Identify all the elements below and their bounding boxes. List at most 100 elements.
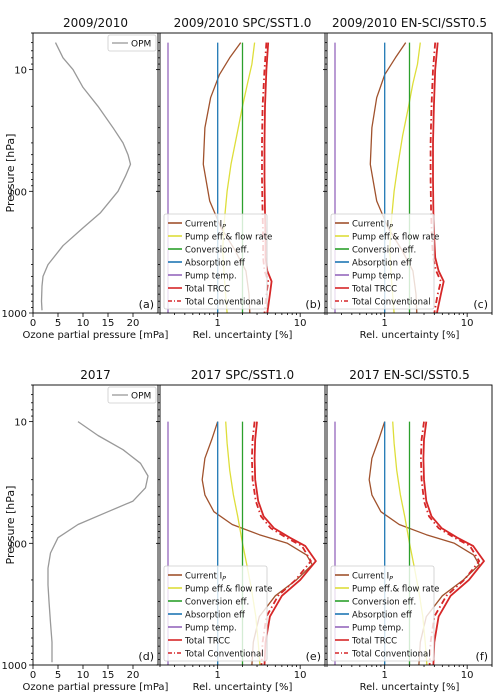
legend-label: Total TRCC xyxy=(184,285,230,295)
legend-label: Pump eff.& flow rate xyxy=(352,233,439,243)
y-tick-label: 100 xyxy=(8,187,27,198)
legend-label: OPM xyxy=(131,392,151,402)
legend-box xyxy=(107,34,157,52)
y-tick-label: 1000 xyxy=(2,661,27,672)
y-tick-label: 10 xyxy=(14,418,27,429)
legend-label: Conversion eff. xyxy=(185,598,249,608)
legend-label: Current IP xyxy=(352,572,393,583)
y-tick-label: 10 xyxy=(14,66,27,77)
panel-label: (a) xyxy=(139,298,154,311)
chart-title: 2009/2010 xyxy=(63,16,128,30)
x-tick-label: 20 xyxy=(127,670,140,681)
series-line-total-conventional xyxy=(419,421,481,665)
x-tick-label: 0 xyxy=(30,318,36,329)
y-axis-label: Pressure [hPa] xyxy=(4,134,17,213)
x-tick-label: 10 xyxy=(294,318,307,329)
legend-label: Pump eff.& flow rate xyxy=(185,585,272,595)
legend-label: Total Conventional xyxy=(351,298,431,308)
legend-label: OPM xyxy=(131,40,151,50)
x-tick-label: 5 xyxy=(55,318,61,329)
chart-title: 2017 xyxy=(80,368,111,382)
series-line-total-conventional xyxy=(429,42,442,313)
x-tick-label: 15 xyxy=(102,318,115,329)
chart-title: 2017 EN-SCI/SST0.5 xyxy=(349,368,469,382)
y-axis-label: Pressure [hPa] xyxy=(4,486,17,565)
legend-label: Pump temp. xyxy=(352,272,404,282)
x-axis-label: Rel. uncertainty [%] xyxy=(193,330,293,341)
legend-label: Total TRCC xyxy=(184,637,230,647)
chart-panel-d: 2017 10 100 1000 Pressure [hPa] 0 5 10 15 20Ozone… xyxy=(2,368,169,693)
legend-label: Pump temp. xyxy=(185,624,237,634)
series-line-total-trcc xyxy=(432,42,445,313)
x-axis-label: Ozone partial pressure [mPa] xyxy=(23,682,169,693)
legend-label: Pump temp. xyxy=(185,272,237,282)
legend-label: Current IP xyxy=(185,220,226,231)
chart-title: 2017 SPC/SST1.0 xyxy=(191,368,294,382)
series-line-total-conventional xyxy=(250,421,312,665)
legend-label: Absorption eff xyxy=(185,259,246,269)
legend-label: Pump eff.& flow rate xyxy=(352,585,439,595)
legend-label: Current IP xyxy=(185,572,226,583)
series-line-opm xyxy=(47,421,149,663)
legend-box xyxy=(330,565,435,662)
legend-label: Total Conventional xyxy=(184,298,264,308)
x-tick-label: 10 xyxy=(77,318,90,329)
x-axis-label: Ozone partial pressure [mPa] xyxy=(23,330,169,341)
x-tick-label: 20 xyxy=(127,318,140,329)
series-group xyxy=(40,42,132,311)
series-line-total-trcc xyxy=(422,421,485,665)
legend-label: Conversion eff. xyxy=(352,246,416,256)
legend-label: Total TRCC xyxy=(351,285,397,295)
panel-label: (c) xyxy=(473,298,488,311)
x-tick-label: 1 xyxy=(381,670,387,681)
x-tick-label: 10 xyxy=(461,318,474,329)
x-tick-label: 5 xyxy=(55,670,61,681)
x-tick-label: 1 xyxy=(214,670,220,681)
series-group xyxy=(47,421,149,663)
legend-label: Conversion eff. xyxy=(352,598,416,608)
y-tick-label: 100 xyxy=(8,539,27,550)
legend-label: Absorption eff xyxy=(185,611,246,621)
legend-box xyxy=(330,213,435,310)
x-tick-label: 10 xyxy=(461,670,474,681)
y-tick-label: 1000 xyxy=(2,309,27,320)
x-axis-label: Rel. uncertainty [%] xyxy=(360,682,460,693)
panel-label: (b) xyxy=(305,298,321,311)
panel-label: (d) xyxy=(138,650,154,663)
legend-label: Pump temp. xyxy=(352,624,404,634)
legend-label: Current IP xyxy=(352,220,393,231)
x-axis-label: Rel. uncertainty [%] xyxy=(193,682,293,693)
x-tick-label: 1 xyxy=(381,318,387,329)
axes-frame xyxy=(32,384,159,666)
x-tick-label: 1 xyxy=(214,318,220,329)
legend-label: Pump eff.& flow rate xyxy=(185,233,272,243)
legend-box xyxy=(163,565,268,662)
series-line-total-conventional xyxy=(261,42,270,313)
x-tick-label: 0 xyxy=(30,670,36,681)
chart-title: 2009/2010 SPC/SST1.0 xyxy=(174,16,312,30)
legend-label: Total TRCC xyxy=(351,637,397,647)
x-tick-label: 10 xyxy=(294,670,307,681)
chart-title: 2009/2010 EN-SCI/SST0.5 xyxy=(332,16,487,30)
panel-label: (f) xyxy=(476,650,488,663)
legend-label: Total Conventional xyxy=(184,650,264,660)
series-line-total-trcc xyxy=(253,421,317,665)
legend-box xyxy=(107,386,157,404)
legend-label: Total Conventional xyxy=(351,650,431,660)
series-line-opm xyxy=(40,42,132,311)
axes-frame xyxy=(32,32,159,314)
legend-box xyxy=(163,213,268,310)
legend-label: Absorption eff xyxy=(352,611,413,621)
legend-label: Conversion eff. xyxy=(185,246,249,256)
panel-label: (e) xyxy=(306,650,321,663)
chart-panel-a: 2009/2010 10 100 1000 Pressure [hPa] 0 5 10 15 20… xyxy=(2,16,169,341)
x-tick-label: 15 xyxy=(102,670,115,681)
legend-label: Absorption eff xyxy=(352,259,413,269)
x-axis-label: Rel. uncertainty [%] xyxy=(360,330,460,341)
x-tick-label: 10 xyxy=(77,670,90,681)
